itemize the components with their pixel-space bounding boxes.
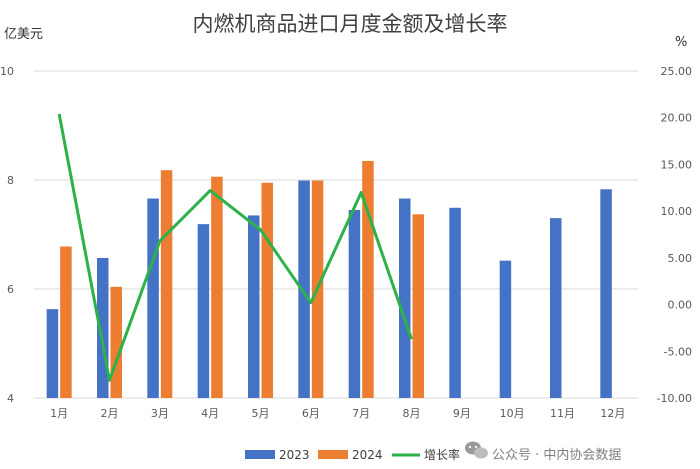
y-left-tick: 10 bbox=[0, 65, 14, 78]
bar-2024-2月 bbox=[110, 286, 122, 398]
legend-swatch-2023 bbox=[245, 450, 275, 459]
x-tick: 5月 bbox=[252, 407, 270, 420]
x-tick: 7月 bbox=[352, 407, 370, 420]
watermark-text: 公众号 · 中内协会数据 bbox=[492, 447, 621, 463]
y-right-tick: 10.00 bbox=[661, 205, 693, 218]
x-tick-labels: 1月 2月 3月 4月 5月 6月 7月 8月 9月 10月 11月 12月 bbox=[50, 407, 625, 420]
bar-2023-3月 bbox=[147, 198, 159, 398]
y-right-tick: -5.00 bbox=[664, 345, 692, 358]
bar-2023-6月 bbox=[298, 180, 310, 398]
y-left-tick: 4 bbox=[7, 392, 14, 405]
y-right-tick: 0.00 bbox=[668, 299, 693, 312]
y-left-tick: 6 bbox=[7, 283, 14, 296]
legend-swatch-2024 bbox=[318, 450, 348, 459]
legend-label-2023: 2023 bbox=[279, 448, 310, 462]
x-tick: 3月 bbox=[151, 407, 169, 420]
legend: 2023 2024 增长率 bbox=[245, 447, 460, 462]
bar-2023-8月 bbox=[399, 198, 411, 398]
y-right-tick: 15.00 bbox=[661, 158, 693, 171]
x-tick: 8月 bbox=[403, 407, 421, 420]
x-tick: 1月 bbox=[50, 407, 68, 420]
x-tick: 10月 bbox=[500, 407, 525, 420]
x-tick: 12月 bbox=[600, 407, 625, 420]
x-tick: 9月 bbox=[453, 407, 471, 420]
bar-2024-3月 bbox=[160, 170, 173, 398]
bar-2023-12月 bbox=[600, 189, 612, 398]
x-tick: 2月 bbox=[101, 407, 119, 420]
watermark: 公众号 · 中内协会数据 bbox=[465, 441, 621, 463]
y-right-tick: 20.00 bbox=[661, 112, 693, 125]
bars bbox=[46, 160, 612, 398]
bar-2023-10月 bbox=[499, 260, 512, 398]
y-left-tick: 8 bbox=[7, 174, 14, 187]
y-right-tick: 5.00 bbox=[668, 252, 693, 265]
wechat-icon bbox=[465, 441, 488, 459]
y-right-tick: 25.00 bbox=[661, 65, 693, 78]
growth-rate-line bbox=[57, 113, 413, 382]
bar-2023-11月 bbox=[550, 218, 562, 398]
legend-label-growth: 增长率 bbox=[424, 447, 460, 462]
bar-2024-8月 bbox=[412, 214, 424, 398]
bar-2023-4月 bbox=[197, 224, 210, 398]
bar-2023-5月 bbox=[248, 215, 260, 398]
y-right-tick: -10.00 bbox=[657, 392, 692, 405]
x-tick: 6月 bbox=[302, 407, 320, 420]
chart-title: 内燃机商品进口月度金额及增长率 bbox=[193, 12, 508, 36]
bar-2023-2月 bbox=[97, 257, 109, 398]
y-left-unit: 亿美元 bbox=[4, 27, 43, 42]
bar-2024-7月 bbox=[362, 160, 374, 398]
bar-2024-5月 bbox=[261, 182, 273, 398]
growth-line bbox=[57, 113, 413, 382]
bar-2023-1月 bbox=[46, 309, 59, 398]
y-right-unit: % bbox=[675, 35, 687, 50]
legend-label-2024: 2024 bbox=[352, 448, 383, 462]
y-left-tick-labels: 4 6 8 10 bbox=[0, 65, 14, 405]
bar-2024-4月 bbox=[211, 176, 223, 398]
y-right-tick-labels: -10.00 -5.00 0.00 5.00 10.00 15.00 20.00 25.00 bbox=[657, 65, 692, 405]
gridlines bbox=[34, 70, 638, 399]
bar-2023-9月 bbox=[449, 207, 461, 398]
bar-2024-1月 bbox=[60, 246, 72, 398]
bar-2023-7月 bbox=[348, 209, 361, 398]
x-tick: 11月 bbox=[550, 407, 575, 420]
x-tick: 4月 bbox=[201, 407, 219, 420]
